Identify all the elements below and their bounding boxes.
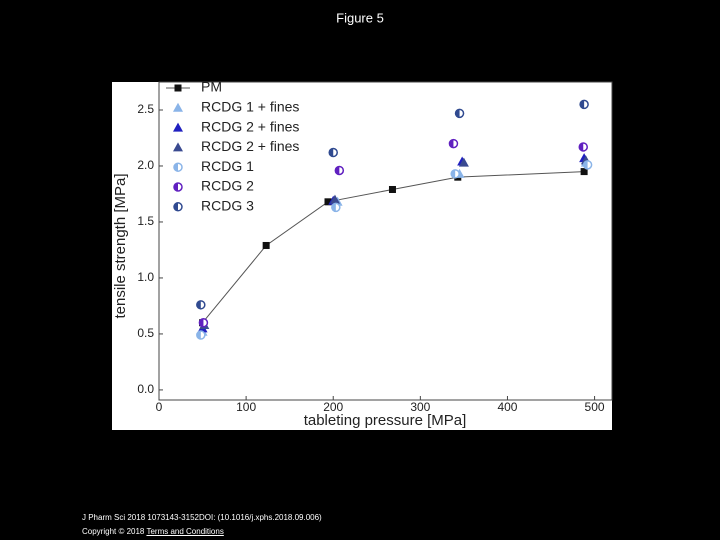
y-tick-label: 2.0 (137, 158, 154, 172)
x-tick-label: 200 (323, 400, 343, 414)
marker (580, 168, 588, 176)
x-tick-label: 300 (410, 400, 430, 414)
marker (458, 157, 469, 167)
marker (324, 198, 332, 206)
marker (331, 202, 341, 213)
x-tick-label: 0 (156, 400, 163, 414)
marker (454, 108, 465, 119)
copyright-line: Copyright © 2018 Terms and Conditions (82, 527, 224, 536)
marker (578, 142, 589, 152)
legend-label: RCDG 1 (201, 158, 254, 174)
marker (174, 84, 182, 92)
marker (173, 122, 183, 132)
marker (173, 142, 183, 152)
marker (388, 185, 396, 193)
marker (173, 102, 183, 112)
marker (329, 194, 340, 204)
chart: Figure 5 tableting pressure [MPa] tensil… (112, 10, 613, 430)
x-axis-label: tableting pressure [MPa] (304, 412, 467, 429)
marker (448, 138, 459, 149)
plot-frame (158, 81, 613, 401)
citation: J Pharm Sci 2018 1073143-3152DOI: (10.10… (82, 513, 322, 522)
y-tick-label: 0.5 (137, 326, 154, 340)
y-tick-label: 2.5 (137, 102, 154, 116)
marker (173, 202, 183, 212)
y-tick-label: 0.0 (137, 382, 154, 396)
marker (579, 99, 589, 110)
y-tick-label: 1.5 (137, 214, 154, 228)
marker (173, 162, 183, 172)
legend-label: PM (201, 79, 222, 95)
marker (262, 241, 270, 249)
marker (196, 330, 206, 340)
copyright: Copyright © 2018 (82, 527, 145, 536)
marker (196, 300, 206, 310)
series-line (202, 171, 585, 324)
marker (450, 169, 460, 179)
x-tick-label: 500 (585, 400, 605, 414)
chart-title: Figure 5 (336, 10, 384, 25)
legend-label: RCDG 3 (201, 198, 254, 214)
x-tick-label: 400 (497, 400, 517, 414)
legend-label: RCDG 1 + fines (201, 99, 299, 115)
chart-panel (112, 82, 612, 430)
y-axis-label: tensile strength [MPa] (112, 173, 129, 318)
terms-link[interactable]: Terms and Conditions (146, 527, 224, 536)
marker (334, 165, 345, 176)
marker (582, 160, 593, 170)
marker (173, 182, 183, 192)
marker (328, 147, 338, 158)
legend-label: RCDG 2 (201, 178, 254, 194)
x-tick-label: 100 (236, 400, 256, 414)
legend-label: RCDG 2 + fines (201, 138, 299, 154)
legend-label: RCDG 2 + fines (201, 118, 299, 134)
marker (198, 317, 209, 328)
y-tick-label: 1.0 (137, 270, 154, 284)
